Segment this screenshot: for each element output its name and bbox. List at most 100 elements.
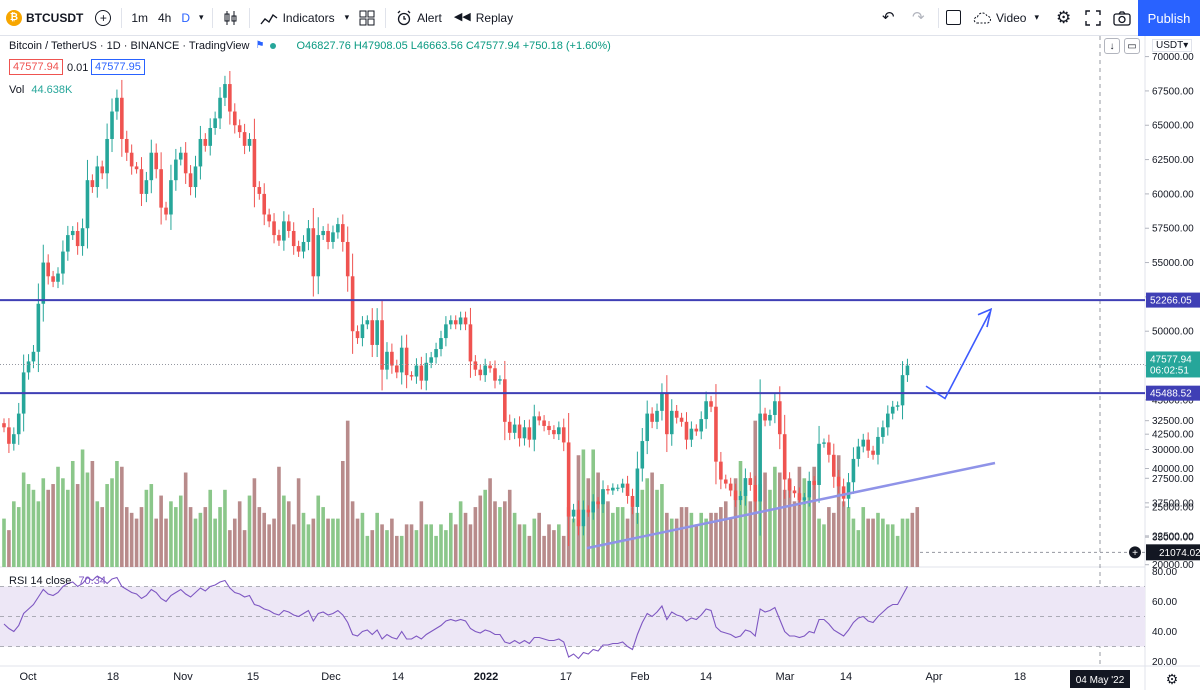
volume-bar: [792, 501, 797, 567]
volume-bar: [66, 489, 70, 567]
volume-bar: [46, 489, 50, 567]
candle-body: [596, 501, 600, 505]
sell-price-box[interactable]: 47577.94: [9, 59, 63, 75]
volume-marker-bg: [1146, 544, 1200, 561]
buy-price-box[interactable]: 47577.95: [91, 59, 145, 75]
volume-bar: [827, 507, 831, 567]
currency-label: USDT: [1156, 40, 1184, 51]
volume-bar: [669, 518, 674, 567]
candle-body: [787, 479, 792, 491]
candle-body: [900, 375, 905, 406]
volume-bar: [463, 512, 468, 567]
volume-bar: [768, 489, 772, 567]
volume-bar: [552, 530, 556, 567]
candle-body: [434, 349, 438, 358]
volume-bar: [797, 466, 802, 567]
volume-bar: [900, 518, 905, 567]
redo-button[interactable]: ↷: [906, 0, 931, 36]
replay-button[interactable]: ◀◀ Replay: [448, 0, 519, 36]
price-chart[interactable]: 35000.00 37500.00 40000.00 42500.00 45000.00…: [0, 36, 1200, 690]
price-tick-label: 62500.00: [1152, 155, 1194, 166]
volume-bar: [267, 524, 271, 567]
video-button[interactable]: Video ▾: [966, 0, 1045, 36]
candle-body: [316, 235, 321, 277]
candle-body: [7, 427, 11, 444]
arrow-head: [977, 307, 993, 328]
volume-bar: [380, 524, 384, 567]
alert-button[interactable]: Alert: [390, 0, 448, 36]
interval-1m[interactable]: 1m: [131, 10, 148, 25]
symbol-search[interactable]: ₿ BTCUSDT: [0, 0, 89, 36]
date-marker-label: 04 May '22: [1076, 675, 1125, 686]
volume-bar: [561, 535, 566, 567]
candle-body: [507, 421, 512, 433]
undo-button[interactable]: ↶: [876, 0, 901, 36]
candle-body: [321, 230, 325, 236]
volume-bar: [336, 518, 340, 567]
volume-bar: [321, 507, 325, 567]
candle-body: [738, 495, 743, 501]
volume-bar: [419, 501, 424, 567]
chart-type-button[interactable]: [217, 0, 245, 36]
snapshot-button[interactable]: [1107, 0, 1137, 36]
publish-button[interactable]: Publish: [1138, 0, 1200, 36]
square-icon: [946, 10, 961, 25]
candle-body: [404, 347, 409, 376]
volume-bar: [748, 501, 753, 567]
volume-bar: [728, 518, 733, 567]
layout-button[interactable]: [940, 0, 967, 36]
time-tick-label: 14: [700, 671, 712, 683]
volume-bar: [36, 501, 41, 567]
candle-body: [669, 410, 674, 435]
fullscreen-button[interactable]: [1079, 0, 1107, 36]
rsi-line: [3, 575, 908, 660]
templates-button[interactable]: [353, 0, 381, 36]
drawings[interactable]: [0, 299, 1145, 550]
time-tick-label: Mar: [776, 671, 795, 683]
chevron-down-icon[interactable]: ▾: [199, 12, 204, 22]
volume-bar: [85, 472, 90, 567]
maximize-icon[interactable]: ▭: [1124, 38, 1140, 54]
chevron-down-icon[interactable]: ▾: [344, 12, 350, 22]
volume-bar: [301, 512, 306, 567]
compare-button[interactable]: +: [89, 0, 117, 36]
candle-body: [498, 379, 502, 381]
currency-selector[interactable]: USDT▾: [1152, 39, 1193, 52]
volume-bar: [861, 507, 866, 567]
indicators-button[interactable]: Indicators: [254, 0, 341, 36]
volume-bar: [802, 478, 807, 567]
flag-icon[interactable]: ⚑: [255, 40, 265, 51]
candle-body: [846, 482, 851, 499]
arrow-down-icon[interactable]: ↓: [1104, 38, 1120, 54]
volume-bar: [237, 501, 242, 567]
candle-body: [124, 138, 129, 153]
volume-bar: [124, 507, 129, 567]
volume-bar: [2, 518, 6, 567]
candle-body: [856, 446, 861, 459]
volume-bar: [154, 518, 159, 567]
volume-bar: [409, 524, 414, 567]
volume-bar: [714, 512, 718, 567]
volume-bar: [208, 489, 213, 567]
interval-d[interactable]: D: [181, 10, 191, 25]
settings-button[interactable]: ⚙: [1050, 0, 1077, 36]
candle-body: [247, 138, 252, 146]
volume-bar: [738, 461, 743, 567]
candle-body: [115, 97, 119, 112]
interval-4h[interactable]: 4h: [158, 10, 172, 25]
plus-circle-icon: +: [95, 9, 112, 26]
volume-bar: [105, 484, 109, 567]
volume-bar: [910, 512, 915, 567]
candle-body: [419, 365, 424, 381]
volume-bar: [453, 524, 458, 567]
candle-body: [414, 365, 419, 377]
candle-body: [773, 401, 777, 415]
volume-bar: [120, 466, 124, 567]
volume-bar: [606, 501, 610, 567]
candle-body: [26, 361, 31, 373]
volume-tick-label: 22500.00: [1152, 531, 1194, 542]
candle-body: [365, 320, 370, 325]
candle-body: [905, 365, 910, 376]
volume-bar: [812, 466, 816, 567]
volume-bar: [493, 501, 497, 567]
